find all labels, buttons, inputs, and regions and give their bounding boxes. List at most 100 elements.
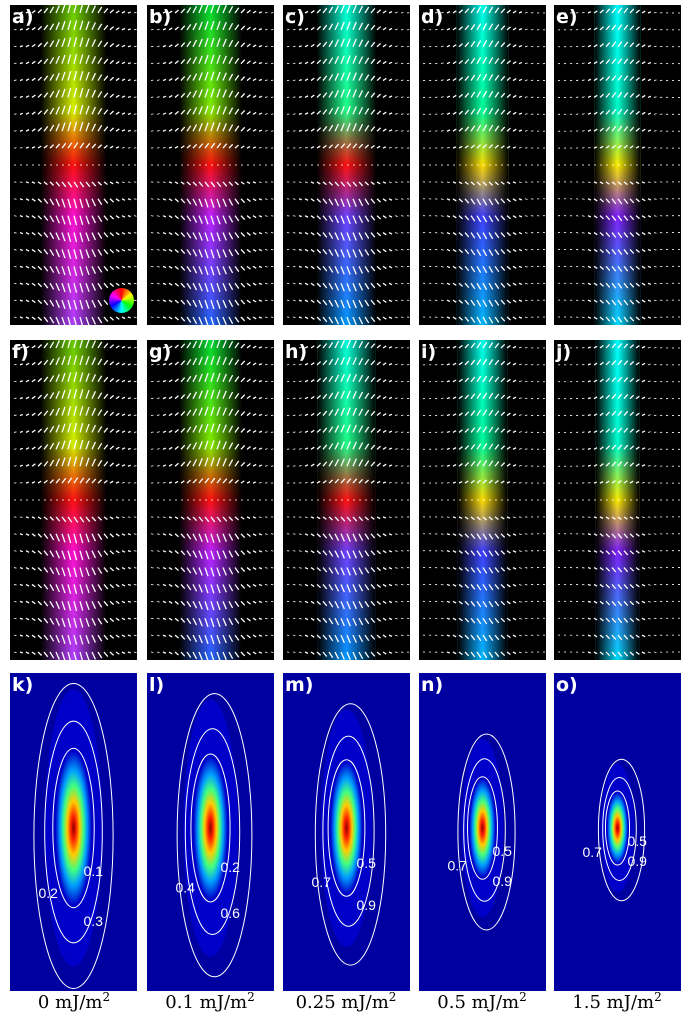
panel-e: e) <box>554 5 681 325</box>
spin-arrow <box>635 282 640 287</box>
spin-arrow <box>476 57 482 64</box>
spin-arrow <box>352 55 357 64</box>
spin-arrow <box>61 299 66 309</box>
spin-arrow <box>49 144 55 149</box>
spin-arrow <box>388 396 393 400</box>
spin-arrow <box>394 465 398 467</box>
spin-arrow <box>605 181 610 185</box>
spin-arrow <box>204 105 209 115</box>
spin-arrow <box>470 74 476 81</box>
spin-arrow <box>364 550 370 557</box>
spin-arrow <box>240 93 246 98</box>
spin-arrow <box>252 463 257 467</box>
spin-arrow <box>364 108 370 115</box>
spin-arrow <box>328 316 334 324</box>
spin-arrow <box>494 41 500 48</box>
spin-arrow <box>322 533 328 539</box>
spin-arrow <box>452 94 457 98</box>
spin-arrow <box>73 299 78 310</box>
spin-arrow <box>234 342 240 349</box>
spin-arrow <box>67 249 72 259</box>
spin-arrow <box>180 634 186 640</box>
spin-arrow <box>43 181 48 186</box>
spin-arrow <box>79 456 84 467</box>
spin-arrow <box>322 343 328 349</box>
spin-arrow <box>647 112 652 115</box>
spin-arrow <box>512 379 517 383</box>
spin-arrow <box>246 94 251 98</box>
spin-arrow <box>470 91 476 98</box>
spin-arrow <box>617 600 623 607</box>
spin-arrow <box>79 618 84 628</box>
spin-arrow <box>382 617 387 621</box>
spin-arrow <box>37 59 43 65</box>
spin-arrow <box>25 299 30 303</box>
spin-arrow <box>204 477 210 484</box>
spin-arrow <box>506 26 511 31</box>
spin-arrow <box>524 79 528 81</box>
spin-arrow <box>91 357 97 366</box>
spin-arrow <box>186 651 192 658</box>
spin-arrow <box>19 95 23 99</box>
spin-arrow <box>162 413 167 417</box>
spin-arrow <box>13 397 17 400</box>
spin-arrow <box>85 618 90 627</box>
spin-arrow <box>328 265 334 273</box>
spin-arrow <box>358 651 364 660</box>
spin-arrow <box>494 24 500 31</box>
spin-arrow <box>376 395 381 400</box>
panel-b: b) <box>147 5 274 325</box>
spin-arrow <box>61 634 66 644</box>
spin-arrow <box>340 21 345 31</box>
spin-arrow <box>617 108 623 115</box>
spin-arrow <box>352 550 357 559</box>
spin-arrow <box>246 265 251 270</box>
arrow-row <box>13 533 137 544</box>
spin-arrow <box>328 198 334 206</box>
spin-arrow <box>91 232 97 241</box>
spin-arrow <box>310 111 315 115</box>
spin-arrow <box>476 266 482 273</box>
spin-arrow <box>222 249 227 258</box>
spin-arrow <box>222 340 227 349</box>
spin-arrow <box>587 78 592 82</box>
spin-arrow <box>500 215 506 221</box>
arrow-row <box>422 124 546 132</box>
spin-arrow <box>364 617 370 625</box>
spin-arrow <box>264 113 268 115</box>
spin-arrow <box>121 61 126 65</box>
spin-arrow <box>346 567 351 576</box>
spin-arrow <box>340 441 345 450</box>
spin-arrow <box>13 380 17 383</box>
spin-arrow <box>346 55 351 64</box>
spin-arrow <box>121 362 126 366</box>
spin-arrow <box>464 265 470 272</box>
spin-arrow <box>464 299 470 305</box>
spin-arrow <box>216 142 222 149</box>
spin-arrow <box>210 105 215 115</box>
spin-arrow <box>328 90 334 98</box>
spin-arrow <box>103 126 109 132</box>
spin-arrow <box>310 533 315 537</box>
spin-arrow <box>482 375 488 383</box>
spin-arrow <box>43 126 49 132</box>
spin-arrow <box>49 601 55 608</box>
spin-arrow <box>611 360 617 366</box>
spin-arrow <box>67 142 73 149</box>
spin-arrow <box>246 26 251 31</box>
spin-arrow <box>19 11 23 14</box>
arrow-row <box>13 651 137 660</box>
spin-arrow <box>382 94 387 98</box>
spin-arrow <box>629 344 635 349</box>
spin-arrow <box>464 516 469 520</box>
spin-arrow <box>109 617 115 623</box>
spin-arrow <box>464 109 470 115</box>
spin-arrow <box>292 215 296 217</box>
spin-arrow <box>168 248 173 252</box>
arrow-row <box>557 125 681 132</box>
spin-arrow <box>198 72 203 81</box>
spin-arrow <box>298 651 302 654</box>
spin-arrow <box>512 248 517 253</box>
spin-arrow <box>216 372 221 382</box>
spin-arrow <box>605 617 611 623</box>
